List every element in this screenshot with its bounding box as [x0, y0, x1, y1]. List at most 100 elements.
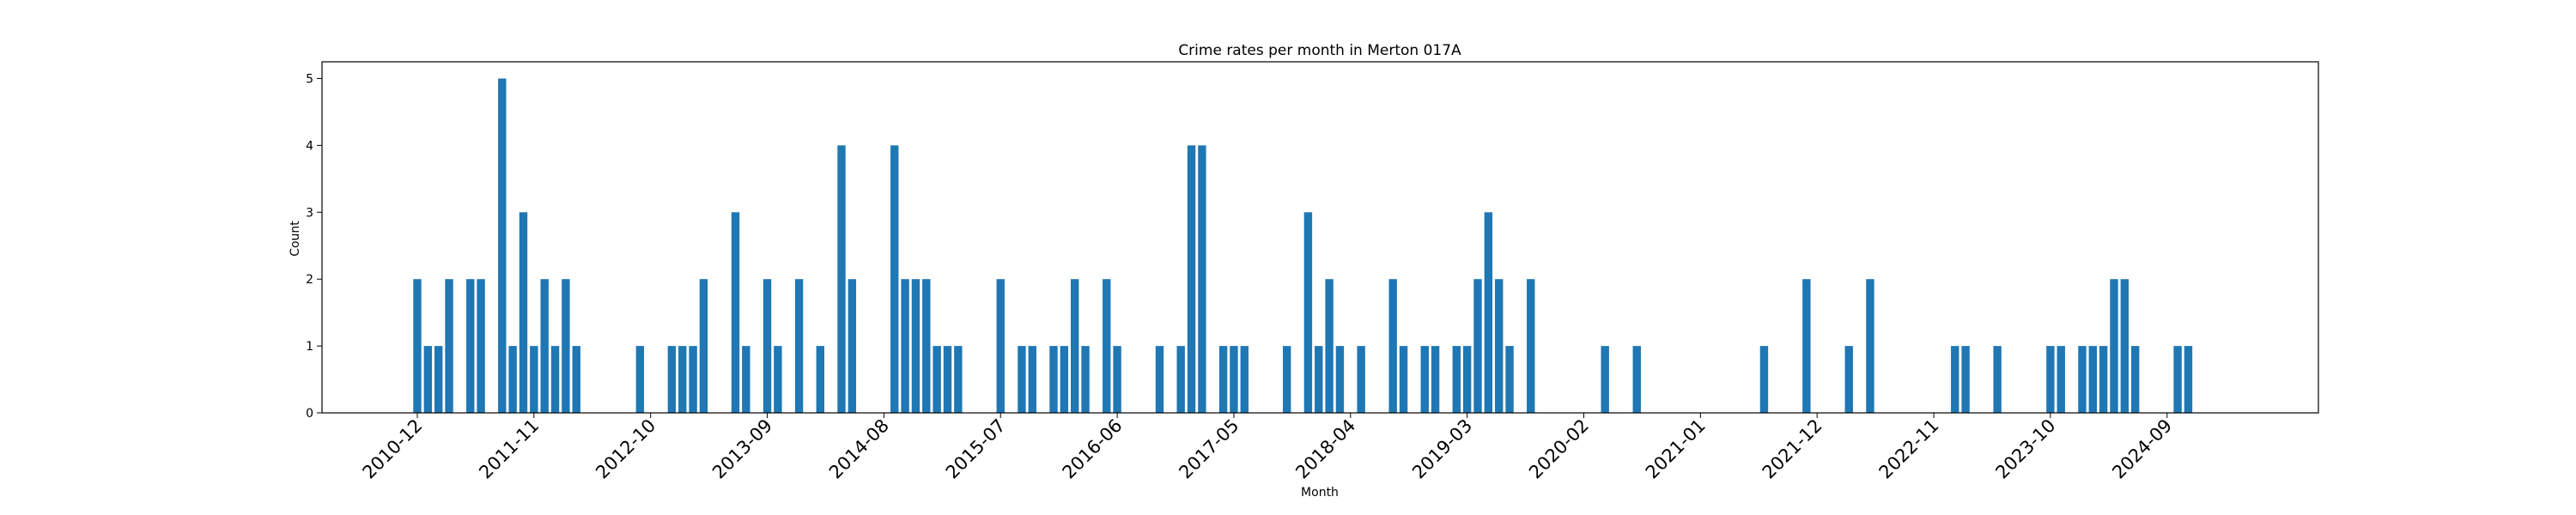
x-tick-label: 2010-12	[359, 415, 427, 483]
bar-2014-12	[922, 279, 931, 413]
x-tick-label: 2015-07	[942, 415, 1010, 483]
bar-2011-05	[466, 279, 475, 413]
plot-frame	[321, 61, 2319, 414]
bar-2019-05	[1484, 212, 1493, 413]
bar-2011-01	[423, 346, 433, 413]
bar-2018-03	[1335, 346, 1345, 413]
bar-2021-07	[1759, 346, 1769, 413]
bar-2017-06	[1240, 346, 1249, 413]
y-tick-label: 2	[306, 273, 313, 287]
x-tick-label: 2023-10	[1991, 415, 2059, 483]
bar-2012-09	[635, 346, 645, 413]
bar-2016-01	[1060, 346, 1069, 413]
bar-2019-09	[1527, 279, 1535, 413]
bar-2011-03	[445, 279, 453, 413]
bar-2015-09	[1018, 346, 1026, 413]
bar-2011-08	[498, 78, 507, 413]
bar-2013-12	[794, 279, 804, 413]
bar-2019-03	[1462, 346, 1472, 413]
bar-2019-04	[1473, 279, 1482, 413]
bar-2024-04	[2110, 279, 2118, 413]
bar-2022-05	[1866, 279, 1874, 413]
x-axis-label: Month	[1301, 486, 1339, 500]
bar-2017-02	[1198, 145, 1206, 413]
bar-2013-01	[678, 346, 687, 413]
bar-2017-10	[1283, 346, 1291, 413]
bar-2013-10	[774, 346, 782, 413]
bar-2015-07	[996, 279, 1005, 413]
chart-title: Crime rates per month in Merton 017A	[1178, 42, 1461, 59]
bar-2013-06	[731, 212, 740, 413]
bar-2020-04	[1601, 346, 1609, 413]
bar-2012-01	[550, 346, 560, 413]
bar-2023-01	[1951, 346, 1959, 413]
x-tick-label: 2016-06	[1059, 415, 1127, 483]
y-tick-label: 1	[306, 340, 313, 354]
bar-2016-02	[1071, 279, 1079, 413]
bar-2018-09	[1399, 346, 1408, 413]
bar-2013-03	[699, 279, 708, 413]
x-tick-label: 2021-01	[1642, 415, 1710, 483]
x-tick-label: 2012-10	[592, 415, 659, 483]
bar-2013-07	[742, 346, 750, 413]
bar-2018-02	[1325, 279, 1334, 413]
y-tick-label: 0	[306, 407, 313, 421]
x-tick-label: 2022-11	[1875, 415, 1943, 483]
x-tick-label: 2021-12	[1759, 415, 1826, 483]
bar-2024-01	[2078, 346, 2087, 413]
x-tick-label: 2011-11	[475, 415, 543, 483]
bar-2024-10	[2173, 346, 2182, 413]
bar-2013-02	[689, 346, 697, 413]
x-axis: 2010-12 2011-11 2012-10 2013-09 2014-08 2015-…	[359, 413, 2176, 483]
bar-2024-05	[2120, 279, 2129, 413]
bar-2024-02	[2088, 346, 2097, 413]
bar-2012-12	[667, 346, 677, 413]
bar-2016-03	[1081, 346, 1090, 413]
bar-2010-12	[413, 279, 422, 413]
bar-2016-12	[1176, 346, 1185, 413]
bar-2011-11	[530, 346, 538, 413]
bar-2015-10	[1028, 346, 1036, 413]
bar-2018-11	[1420, 346, 1429, 413]
bar-2011-06	[477, 279, 485, 413]
bar-2024-06	[2131, 346, 2140, 413]
bar-2014-02	[816, 346, 824, 413]
bar-2017-01	[1187, 145, 1196, 413]
bar-2016-10	[1155, 346, 1164, 413]
y-axis: 0 1 2 3 4 5	[306, 72, 322, 421]
y-tick-label: 5	[306, 72, 313, 86]
bar-2023-05	[1993, 346, 2002, 413]
x-tick-label: 2019-03	[1408, 415, 1476, 483]
bar-2015-02	[943, 346, 952, 413]
bar-2023-10	[2046, 346, 2055, 413]
x-tick-label: 2024-09	[2108, 415, 2176, 483]
bar-2015-01	[933, 346, 941, 413]
y-tick-label: 4	[306, 139, 313, 153]
bar-2011-09	[508, 346, 517, 413]
bar-2018-08	[1388, 279, 1397, 413]
bar-2011-12	[540, 279, 549, 413]
bar-2015-12	[1049, 346, 1058, 413]
bar-2022-03	[1844, 346, 1853, 413]
x-tick-label: 2014-08	[825, 415, 893, 483]
bar-2014-09	[890, 145, 899, 413]
bar-2018-05	[1357, 346, 1365, 413]
bars-group	[413, 78, 2193, 413]
bar-2016-05	[1103, 279, 1111, 413]
x-tick-label: 2013-09	[708, 415, 776, 483]
bar-2024-11	[2184, 346, 2193, 413]
bar-2024-03	[2099, 346, 2108, 413]
bar-2012-02	[562, 279, 570, 413]
bar-2011-10	[519, 212, 528, 413]
bar-2023-02	[1961, 346, 1970, 413]
bar-2020-07	[1632, 346, 1641, 413]
x-tick-label: 2017-05	[1175, 415, 1242, 483]
bar-2014-04	[837, 145, 846, 413]
bar-2014-05	[848, 279, 857, 413]
bar-2014-11	[911, 279, 920, 413]
bar-2019-07	[1505, 346, 1514, 413]
bar-2015-03	[954, 346, 963, 413]
bar-2014-10	[901, 279, 909, 413]
bar-2019-06	[1495, 279, 1504, 413]
